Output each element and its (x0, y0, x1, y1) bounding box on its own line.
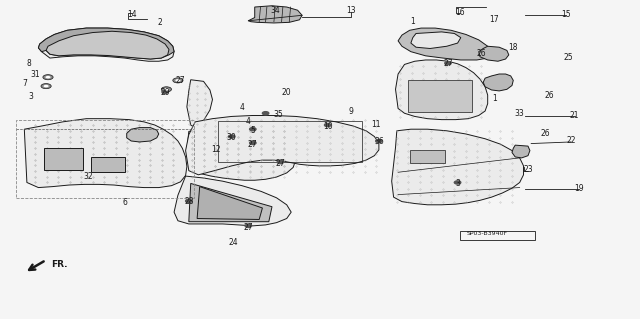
Text: 23: 23 (523, 165, 533, 174)
Text: 7: 7 (22, 79, 27, 88)
Text: 14: 14 (127, 10, 138, 19)
Polygon shape (479, 46, 509, 61)
Text: 13: 13 (346, 6, 356, 15)
Polygon shape (127, 128, 159, 142)
Text: 26: 26 (540, 130, 550, 138)
Circle shape (41, 84, 51, 89)
Polygon shape (248, 6, 302, 23)
Polygon shape (398, 28, 492, 60)
Circle shape (277, 160, 284, 164)
Text: 9: 9 (348, 107, 353, 116)
Text: 20: 20 (282, 88, 292, 97)
Circle shape (324, 123, 331, 127)
Text: 27: 27 (248, 140, 258, 149)
Circle shape (173, 78, 183, 83)
Text: 19: 19 (574, 184, 584, 193)
Text: 31: 31 (30, 70, 40, 78)
Polygon shape (187, 128, 296, 180)
Polygon shape (46, 31, 169, 59)
Text: 24: 24 (228, 238, 239, 247)
Circle shape (45, 76, 51, 78)
Circle shape (228, 135, 235, 138)
Bar (16, 120, 194, 198)
Circle shape (245, 224, 252, 227)
Text: 11: 11 (372, 120, 381, 129)
Polygon shape (187, 80, 212, 128)
Text: 33: 33 (515, 109, 525, 118)
Polygon shape (392, 129, 524, 205)
Polygon shape (189, 183, 272, 222)
Circle shape (164, 88, 169, 91)
Text: FR.: FR. (51, 260, 68, 269)
Circle shape (44, 85, 49, 87)
Text: 27: 27 (275, 159, 285, 168)
Circle shape (376, 139, 382, 143)
Polygon shape (186, 115, 379, 175)
Text: 22: 22 (566, 137, 575, 145)
Text: 27: 27 (243, 223, 253, 232)
Circle shape (454, 181, 461, 184)
Polygon shape (44, 148, 83, 170)
Polygon shape (483, 74, 513, 91)
Text: 4: 4 (246, 117, 251, 126)
Circle shape (175, 79, 180, 82)
Text: 8: 8 (26, 59, 31, 68)
Text: 16: 16 (454, 8, 465, 17)
Text: SP03-B3940F: SP03-B3940F (467, 231, 508, 236)
Text: 27: 27 (443, 59, 453, 68)
Text: 3: 3 (28, 92, 33, 101)
Text: 21: 21 (570, 111, 579, 120)
Text: 12: 12 (212, 145, 221, 154)
Text: 6: 6 (122, 198, 127, 207)
Circle shape (445, 62, 451, 65)
Text: 2: 2 (157, 18, 163, 27)
Text: 1: 1 (410, 17, 415, 26)
Polygon shape (91, 157, 125, 172)
Polygon shape (38, 28, 174, 61)
Circle shape (250, 141, 256, 145)
Polygon shape (24, 119, 187, 188)
Text: 10: 10 (323, 122, 333, 130)
Circle shape (43, 75, 53, 80)
Text: 3: 3 (455, 179, 460, 188)
Text: 30: 30 (227, 133, 237, 142)
Text: 4: 4 (239, 103, 244, 112)
Text: 32: 32 (83, 172, 93, 181)
Text: 17: 17 (489, 15, 499, 24)
Circle shape (186, 199, 192, 203)
Circle shape (162, 90, 168, 93)
Bar (408, 80, 472, 112)
Text: 35: 35 (273, 110, 284, 119)
Text: 26: 26 (544, 91, 554, 100)
Text: 25: 25 (563, 53, 573, 62)
Bar (218, 121, 362, 162)
Polygon shape (38, 28, 174, 59)
Text: 26: 26 (476, 49, 486, 58)
Text: 29: 29 (160, 88, 170, 97)
Text: 27: 27 (175, 76, 186, 85)
Bar (460, 231, 535, 240)
Circle shape (161, 87, 172, 92)
Text: 18: 18 (509, 43, 518, 52)
Bar (410, 150, 445, 163)
Polygon shape (396, 60, 488, 120)
Text: 15: 15 (561, 10, 572, 19)
Polygon shape (174, 176, 291, 226)
Text: 36: 36 (374, 137, 384, 146)
Text: 34: 34 (270, 6, 280, 15)
Polygon shape (411, 32, 461, 48)
Text: 5: 5 (250, 126, 255, 135)
Text: 28: 28 (184, 197, 193, 206)
Circle shape (262, 112, 269, 115)
Circle shape (250, 128, 256, 131)
Text: 1: 1 (492, 94, 497, 103)
Polygon shape (512, 145, 530, 158)
Polygon shape (197, 187, 262, 219)
